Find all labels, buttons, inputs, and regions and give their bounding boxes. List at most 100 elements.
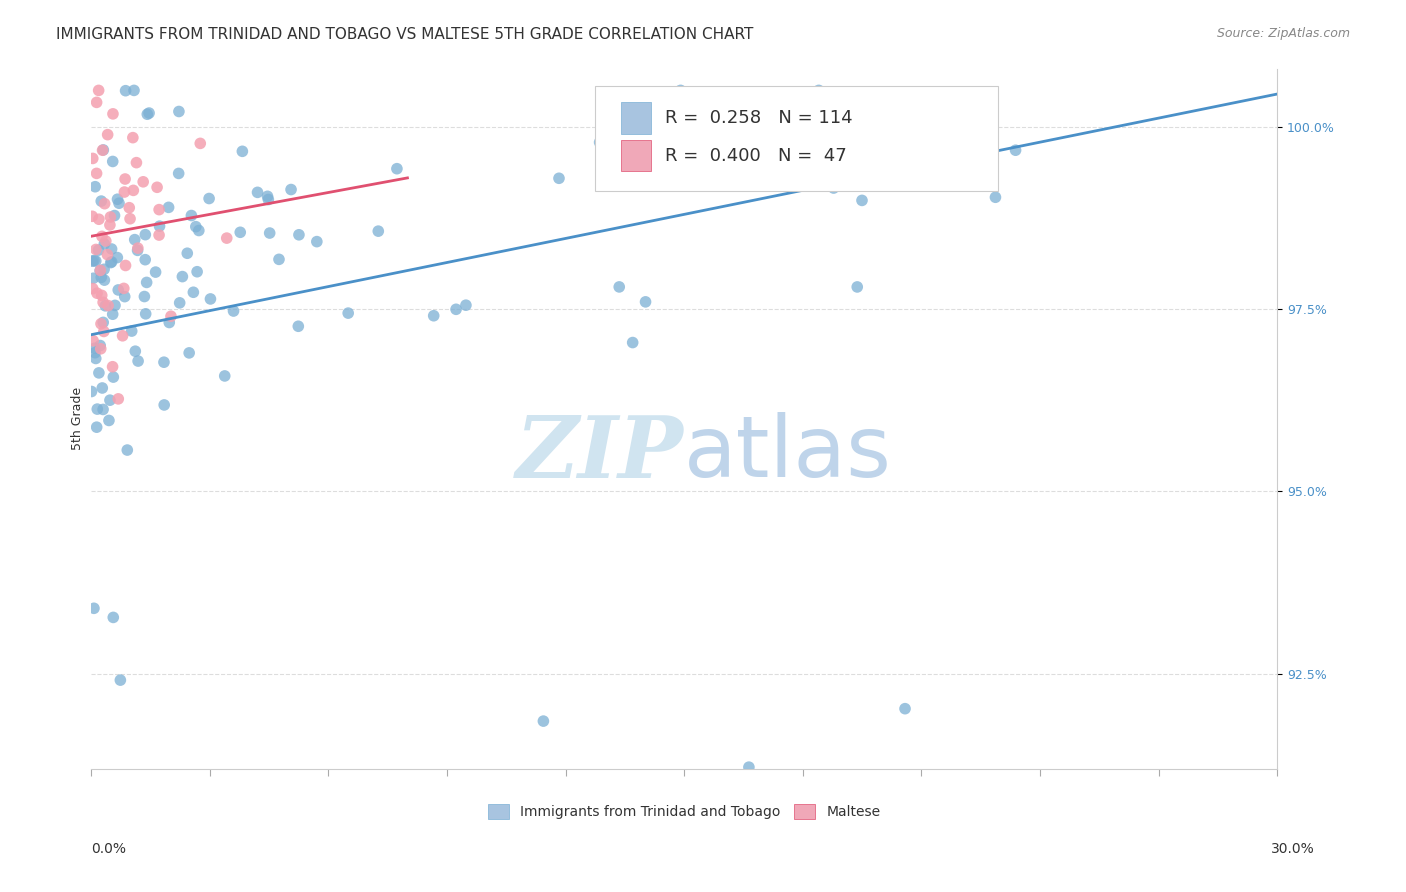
Point bbox=[157, 200, 180, 214]
Point bbox=[112, 281, 135, 295]
Point bbox=[214, 368, 236, 383]
Point bbox=[823, 181, 845, 195]
Point bbox=[87, 243, 110, 257]
Point bbox=[93, 196, 115, 211]
Point bbox=[117, 443, 139, 458]
Point bbox=[89, 263, 111, 277]
Point bbox=[257, 193, 280, 207]
Point bbox=[148, 228, 170, 243]
Point bbox=[198, 192, 221, 206]
Legend: Immigrants from Trinidad and Tobago, Maltese: Immigrants from Trinidad and Tobago, Mal… bbox=[482, 798, 886, 825]
Text: atlas: atlas bbox=[685, 412, 893, 495]
FancyBboxPatch shape bbox=[621, 140, 651, 171]
Point bbox=[103, 370, 125, 384]
Point bbox=[104, 298, 127, 312]
Point bbox=[127, 354, 149, 368]
Point bbox=[110, 673, 132, 687]
Point bbox=[188, 136, 211, 151]
Point bbox=[148, 202, 170, 217]
Point bbox=[738, 760, 761, 774]
Point bbox=[122, 83, 145, 97]
Point bbox=[200, 292, 222, 306]
Point bbox=[367, 224, 389, 238]
Point bbox=[135, 307, 157, 321]
Point bbox=[169, 296, 191, 310]
Point bbox=[82, 282, 104, 296]
Point bbox=[87, 366, 110, 380]
Point bbox=[120, 211, 142, 226]
Point bbox=[146, 180, 169, 194]
Point bbox=[167, 166, 190, 180]
Point bbox=[136, 107, 159, 121]
Point bbox=[84, 243, 107, 257]
Point bbox=[103, 610, 125, 624]
Point bbox=[107, 392, 129, 406]
Point bbox=[127, 241, 149, 255]
Point bbox=[138, 106, 160, 120]
Point bbox=[444, 302, 467, 317]
Point bbox=[634, 294, 657, 309]
Point bbox=[157, 316, 180, 330]
Point bbox=[86, 402, 108, 417]
Point bbox=[111, 328, 134, 343]
Point bbox=[134, 227, 156, 242]
Point bbox=[280, 182, 302, 196]
Point bbox=[82, 271, 104, 285]
Point bbox=[83, 601, 105, 615]
Point bbox=[91, 229, 114, 244]
Point bbox=[101, 307, 124, 321]
Point bbox=[82, 152, 104, 166]
Point bbox=[107, 283, 129, 297]
Point bbox=[100, 242, 122, 256]
Point bbox=[180, 209, 202, 223]
Point bbox=[93, 262, 115, 277]
Point bbox=[93, 325, 115, 339]
Point bbox=[98, 393, 121, 408]
Point bbox=[93, 236, 115, 251]
Point bbox=[89, 338, 111, 352]
Point bbox=[121, 324, 143, 338]
Point bbox=[172, 269, 194, 284]
Point bbox=[80, 384, 103, 399]
Point bbox=[82, 254, 104, 268]
Point bbox=[153, 355, 176, 369]
Point bbox=[246, 186, 269, 200]
Point bbox=[454, 298, 477, 312]
Point bbox=[179, 346, 201, 360]
Point bbox=[851, 194, 873, 208]
Point bbox=[86, 286, 108, 301]
Point bbox=[894, 701, 917, 715]
Point bbox=[160, 310, 183, 324]
Point bbox=[86, 95, 108, 110]
Point bbox=[607, 280, 630, 294]
Text: 30.0%: 30.0% bbox=[1271, 842, 1315, 856]
Point bbox=[738, 156, 761, 170]
Point bbox=[84, 179, 107, 194]
Point bbox=[807, 83, 830, 97]
Point bbox=[621, 335, 644, 350]
Point bbox=[288, 227, 311, 242]
Point bbox=[337, 306, 360, 320]
Point bbox=[82, 209, 104, 223]
Point bbox=[121, 130, 143, 145]
Point bbox=[134, 289, 156, 303]
Point bbox=[96, 247, 118, 261]
Point bbox=[145, 265, 167, 279]
Point bbox=[231, 145, 253, 159]
Point bbox=[114, 84, 136, 98]
Point bbox=[148, 219, 170, 234]
Point bbox=[118, 201, 141, 215]
Point bbox=[305, 235, 328, 249]
Point bbox=[86, 420, 108, 434]
Text: R =  0.258   N = 114: R = 0.258 N = 114 bbox=[665, 109, 853, 128]
Point bbox=[184, 219, 207, 234]
Point bbox=[84, 351, 107, 366]
Point bbox=[984, 190, 1007, 204]
Text: 0.0%: 0.0% bbox=[91, 842, 127, 856]
Point bbox=[100, 210, 122, 224]
Point bbox=[84, 345, 107, 359]
Point bbox=[890, 112, 912, 127]
Point bbox=[98, 218, 121, 232]
Point bbox=[256, 189, 278, 203]
Point bbox=[588, 136, 610, 150]
